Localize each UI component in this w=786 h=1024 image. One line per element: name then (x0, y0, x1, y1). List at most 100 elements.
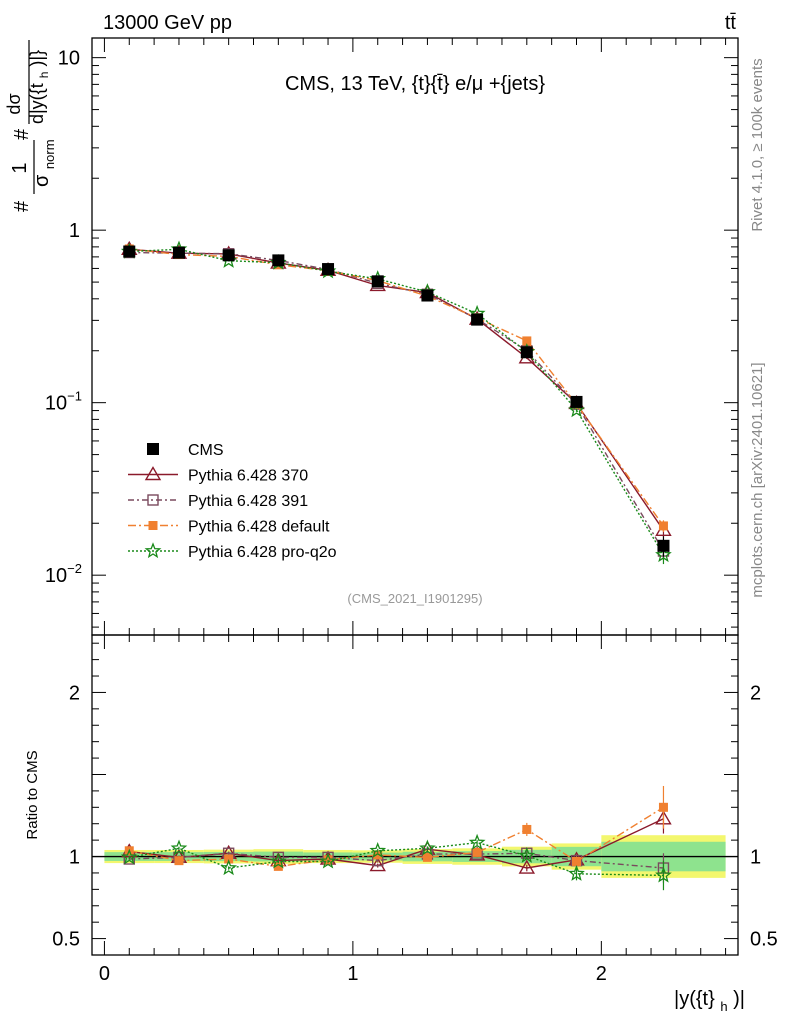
legend-marker (148, 521, 158, 530)
ratio-point (518, 859, 536, 874)
ratio-y-tick-label-right: 1 (750, 847, 761, 869)
svg-text:d|y({t h )|}: d|y({t h )|} (27, 50, 52, 124)
ylabel-one: 1 (9, 162, 31, 173)
legend-label: CMS (188, 442, 224, 459)
main-panel: 10−2 10−1 1 10 CMS, 13 TeV, {t}{t̄} e/μ +{j… (4, 37, 739, 636)
ylabel-dy: d|y({t (27, 83, 47, 124)
y-tick-label: 10−1 (45, 389, 82, 415)
ratio-y-tick-label-left: 1 (69, 847, 80, 869)
ratio-point (373, 850, 383, 860)
data-point (520, 346, 533, 359)
data-point (570, 395, 583, 408)
legend-item: Pythia 6.428 default (128, 519, 330, 536)
ratio-series-line (129, 806, 664, 868)
ratio-point (518, 846, 536, 863)
ratio-point (273, 861, 283, 871)
ylabel-sigma: σ (31, 174, 53, 187)
ratio-point (472, 847, 482, 857)
ratio-point (174, 856, 184, 866)
legend-item: Pythia 6.428 pro-q2o (128, 542, 337, 561)
main-y-axis-label: # 1 σ norm # dσ d|y({t h )|} (4, 40, 57, 212)
legend-marker (144, 542, 162, 559)
ratio-point (369, 841, 387, 858)
ratio-point (468, 833, 486, 850)
legend-item: Pythia 6.428 391 (128, 493, 308, 510)
legend-marker (147, 494, 159, 506)
svg-text:1: 1 (9, 162, 31, 173)
ratio-point (658, 802, 668, 812)
svg-text:#: # (11, 200, 33, 212)
ylabel-close: )|} (27, 50, 47, 67)
series-line (129, 248, 665, 531)
ratio-point (572, 856, 581, 866)
ratio-point (120, 848, 138, 865)
legend-label: Pythia 6.428 391 (188, 493, 308, 510)
series-line (129, 248, 665, 527)
analysis-watermark: (CMS_2021_I1901295) (347, 591, 482, 606)
ratio-point (568, 865, 585, 881)
ratio-point (419, 839, 436, 856)
ratio-point (319, 852, 337, 869)
ratio-y-tick-label-left: 2 (69, 682, 80, 704)
x-axis-label-sub: h (720, 999, 727, 1014)
data-point (272, 254, 285, 267)
ratio-point (369, 857, 386, 872)
x-axis-label-main: |y({t} (674, 988, 715, 1010)
x-tick-label: 1 (347, 963, 358, 985)
ratio-point (220, 859, 237, 876)
ylabel-norm: norm (42, 139, 57, 169)
data-point (471, 313, 484, 326)
x-tick-label: 0 (99, 963, 110, 985)
data-point (172, 246, 185, 259)
ratio-series-3 (120, 833, 672, 891)
mcplots-label: mcplots.cern.ch [arXiv:2401.10621] (749, 362, 766, 597)
series-point (655, 546, 672, 563)
ratio-frame (91, 634, 739, 956)
data-point (322, 263, 335, 276)
legend-item: CMS (147, 442, 224, 459)
x-axis-label-close: )| (733, 988, 745, 1010)
ratio-y-tick-label-right: 0.5 (750, 929, 778, 951)
ratio-point (422, 852, 432, 862)
plot-title: CMS, 13 TeV, {t}{t̄} e/μ +{jets} (285, 73, 545, 95)
y-tick-label: 1 (69, 220, 80, 242)
legend-label: Pythia 6.428 default (188, 519, 330, 536)
legend-marker (144, 466, 162, 481)
ylabel-dsigma: dσ (4, 93, 24, 114)
header-energy-label: 13000 GeV pp (103, 12, 232, 34)
data-point (222, 249, 235, 262)
series-1 (123, 246, 670, 560)
y-tick-label: 10 (58, 48, 80, 70)
svg-text:dσ: dσ (4, 93, 24, 114)
ylabel-h: h (37, 72, 51, 79)
legend-label: Pythia 6.428 370 (188, 468, 308, 485)
series-point (522, 336, 532, 346)
ratio-y-axis-label: Ratio to CMS (24, 750, 41, 839)
data-series (123, 245, 670, 557)
series-3 (120, 240, 672, 565)
ratio-y-tick-label-right: 2 (750, 682, 761, 704)
svg-text:#: # (11, 128, 33, 140)
data-point (371, 275, 384, 288)
ratio-y-tick-label-left: 0.5 (52, 929, 80, 951)
legend-label: Pythia 6.428 pro-q2o (188, 544, 337, 561)
data-point (123, 245, 136, 258)
data-point (657, 539, 670, 552)
rivet-version-label: Rivet 4.1.0, ≥ 100k events (749, 58, 766, 231)
ylabel-hash2: # (11, 128, 33, 140)
legend: CMS Pythia 6.428 370 Pythia 6.428 391 Pythi… (128, 442, 337, 561)
ratio-point (270, 852, 287, 869)
series-line (129, 248, 665, 556)
header-process-label: tt̄ (725, 12, 737, 34)
data-point (421, 289, 434, 302)
legend-item: Pythia 6.428 370 (128, 466, 308, 485)
x-tick-label: 2 (596, 963, 607, 985)
y-tick-label: 10−2 (45, 561, 82, 587)
ratio-point (655, 866, 672, 883)
ratio-panel: 0.5 0.5 1 1 2 2 0 1 2 Ratio to CMS |y({t} h )| (24, 634, 778, 1016)
x-axis-label: |y({t} h )| (674, 988, 745, 1016)
ratio-point (170, 839, 188, 856)
ratio-point (522, 824, 532, 834)
legend-marker (147, 443, 159, 455)
